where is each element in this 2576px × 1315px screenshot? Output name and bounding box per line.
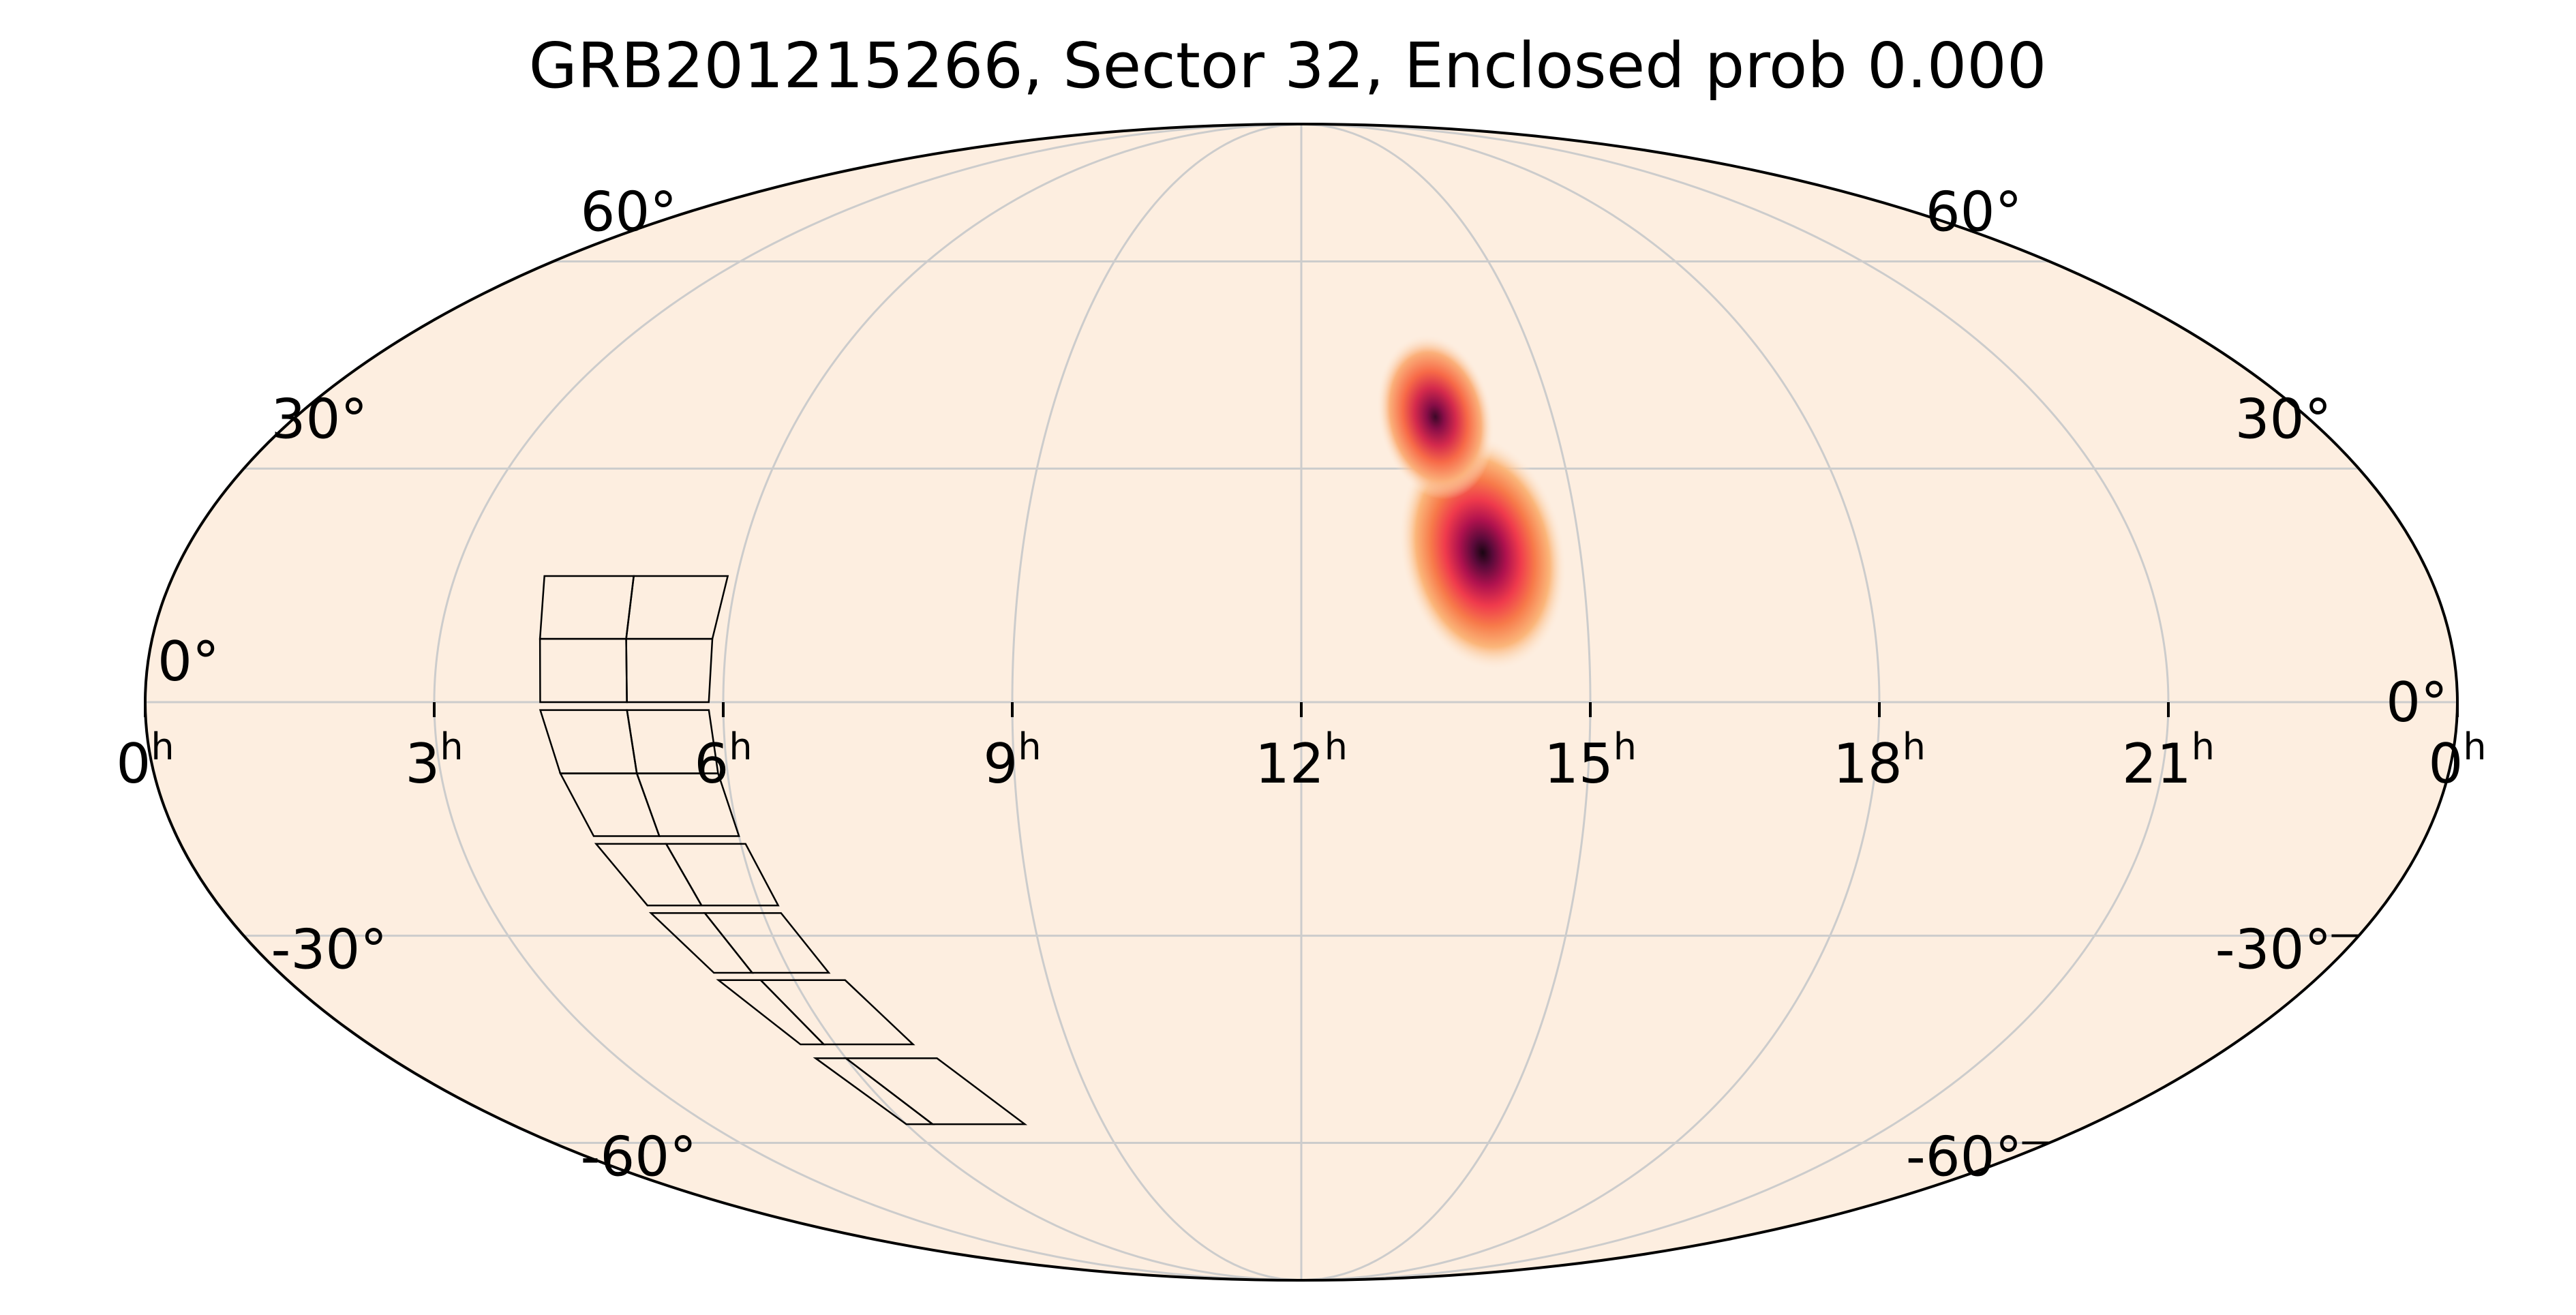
- ra-tick-label: 18h: [1833, 725, 1926, 796]
- dec-tick-label-left: -30°: [2215, 918, 2332, 982]
- dec-tick-label-right: 60°: [580, 180, 677, 243]
- dec-tick-label-right: 30°: [271, 387, 368, 451]
- camera-2: [539, 709, 740, 837]
- sector-footprint: [539, 575, 1028, 1125]
- dec-tick-label-left: 60°: [1926, 180, 2022, 243]
- dec-tick-label-right: 0°: [157, 630, 219, 693]
- ccd-outline: [648, 912, 755, 974]
- camera-1: [539, 575, 729, 704]
- ccd-outline: [594, 843, 703, 907]
- ccd-outline: [716, 979, 826, 1046]
- ra-tick-label: 12h: [1255, 725, 1348, 796]
- ccd-outline: [558, 772, 661, 837]
- ra-tick-label: 6h: [694, 725, 752, 796]
- ra-axis-ticks: 0h 21h 18h 15h 12h 9h 6h 3h 0h: [116, 702, 2487, 796]
- dec-tick-label-left: -60°: [1906, 1125, 2022, 1189]
- dec-tick-label-left: 30°: [2235, 387, 2332, 451]
- dec-tick-label-right: -60°: [580, 1125, 697, 1189]
- camera-4: [716, 979, 1028, 1125]
- ra-tick-label: 0h: [116, 725, 174, 796]
- probability-map: [1376, 334, 1567, 671]
- probability-blob: [1376, 334, 1494, 500]
- dec-tick-label-left: 0°: [2386, 671, 2448, 734]
- camera-3: [594, 843, 831, 974]
- map-title: GRB201215266, Sector 32, Enclosed prob 0…: [529, 29, 2047, 102]
- ccd-outline: [813, 1057, 935, 1125]
- ra-tick-label: 21h: [2122, 725, 2215, 796]
- ra-tick-label: 3h: [405, 725, 463, 796]
- ccd-outline: [539, 637, 628, 704]
- dec-axis-ticks: 60° 60° 30° 30° 0° 0° -30° -30° -60° -60°: [157, 180, 2448, 1188]
- ra-tick-label: 15h: [1544, 725, 1637, 796]
- ra-tick-label: 9h: [983, 725, 1041, 796]
- dec-tick-label-right: -30°: [271, 918, 388, 982]
- ra-tick-label: 0h: [2428, 725, 2486, 796]
